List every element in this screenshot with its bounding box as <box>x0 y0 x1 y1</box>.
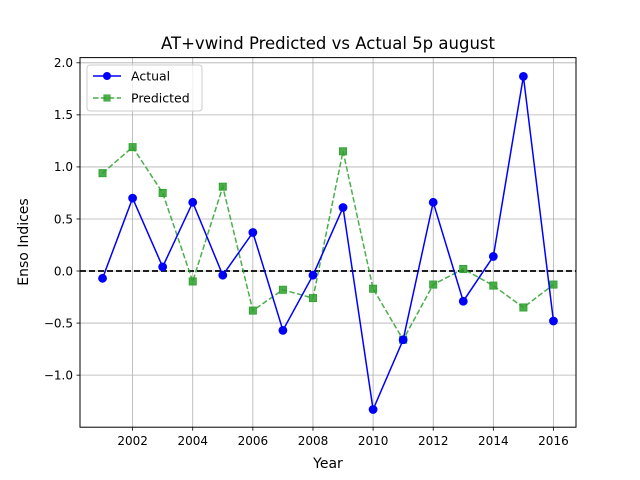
actual-data-point <box>158 262 168 272</box>
actual-data-point <box>188 197 198 207</box>
predicted-data-point <box>339 147 348 156</box>
predicted-data-point <box>278 285 287 294</box>
predicted-data-point <box>308 294 317 303</box>
predicted-data-point <box>248 306 257 315</box>
actual-data-point <box>488 252 498 261</box>
tick-layer: 2002 2004 2006 2008 2010 2012 2014 2016 −1.0 −0.5… <box>44 56 569 448</box>
y-tick-label: 1.0 <box>54 160 73 174</box>
predicted-data-point <box>429 280 438 289</box>
x-tick-label: 2004 <box>177 434 208 448</box>
predicted-data-point <box>98 169 107 178</box>
actual-data-point <box>128 193 138 203</box>
series-layer <box>98 71 558 414</box>
x-axis-label: Year <box>312 456 343 472</box>
legend-predicted-label: Predicted <box>131 91 190 106</box>
x-tick-label: 2010 <box>358 434 389 448</box>
actual-data-point <box>398 335 408 345</box>
predicted-data-point <box>489 281 498 290</box>
predicted-data-point <box>158 188 167 197</box>
predicted-data-point <box>519 303 528 312</box>
y-tick-label: 2.0 <box>54 56 73 70</box>
chart-title: AT+vwind Predicted vs Actual 5p august <box>161 34 495 53</box>
x-tick-label: 2002 <box>117 434 148 448</box>
y-tick-label: −0.5 <box>44 316 73 330</box>
actual-data-point <box>218 270 228 280</box>
plot-frame <box>79 57 577 428</box>
x-tick-label: 2014 <box>478 434 509 448</box>
legend-predicted-marker <box>103 94 111 102</box>
actual-data-point <box>278 325 288 335</box>
legend: Actual Predicted <box>86 64 203 112</box>
actual-data-point <box>98 273 107 283</box>
y-tick-label: −1.0 <box>44 368 73 382</box>
predicted-data-point <box>369 284 378 293</box>
predicted-data-point <box>188 277 197 286</box>
actual-data-point <box>368 405 378 414</box>
predicted-data-point <box>549 280 558 289</box>
x-tick-label: 2012 <box>418 434 449 448</box>
y-tick-label: 0.5 <box>54 212 73 226</box>
y-axis-label: Enso Indices <box>16 198 32 285</box>
x-tick-label: 2006 <box>238 434 269 448</box>
predicted-data-point <box>128 143 137 152</box>
actual-data-point <box>248 228 258 237</box>
actual-data-point <box>518 71 528 81</box>
actual-data-point <box>458 296 468 306</box>
actual-data-point <box>549 316 558 326</box>
actual-data-point <box>428 197 438 207</box>
y-tick-label: 0.0 <box>54 264 73 278</box>
y-tick-label: 1.5 <box>54 108 73 122</box>
predicted-series-line <box>102 146 554 342</box>
predicted-data-point <box>459 264 468 273</box>
actual-series-line <box>101 76 555 413</box>
legend-actual-marker <box>103 72 111 80</box>
x-tick-label: 2016 <box>538 434 569 448</box>
actual-data-point <box>308 270 318 280</box>
actual-data-point <box>338 203 348 212</box>
predicted-data-point <box>218 182 227 191</box>
x-tick-label: 2008 <box>298 434 329 448</box>
legend-actual-label: Actual <box>131 69 170 84</box>
